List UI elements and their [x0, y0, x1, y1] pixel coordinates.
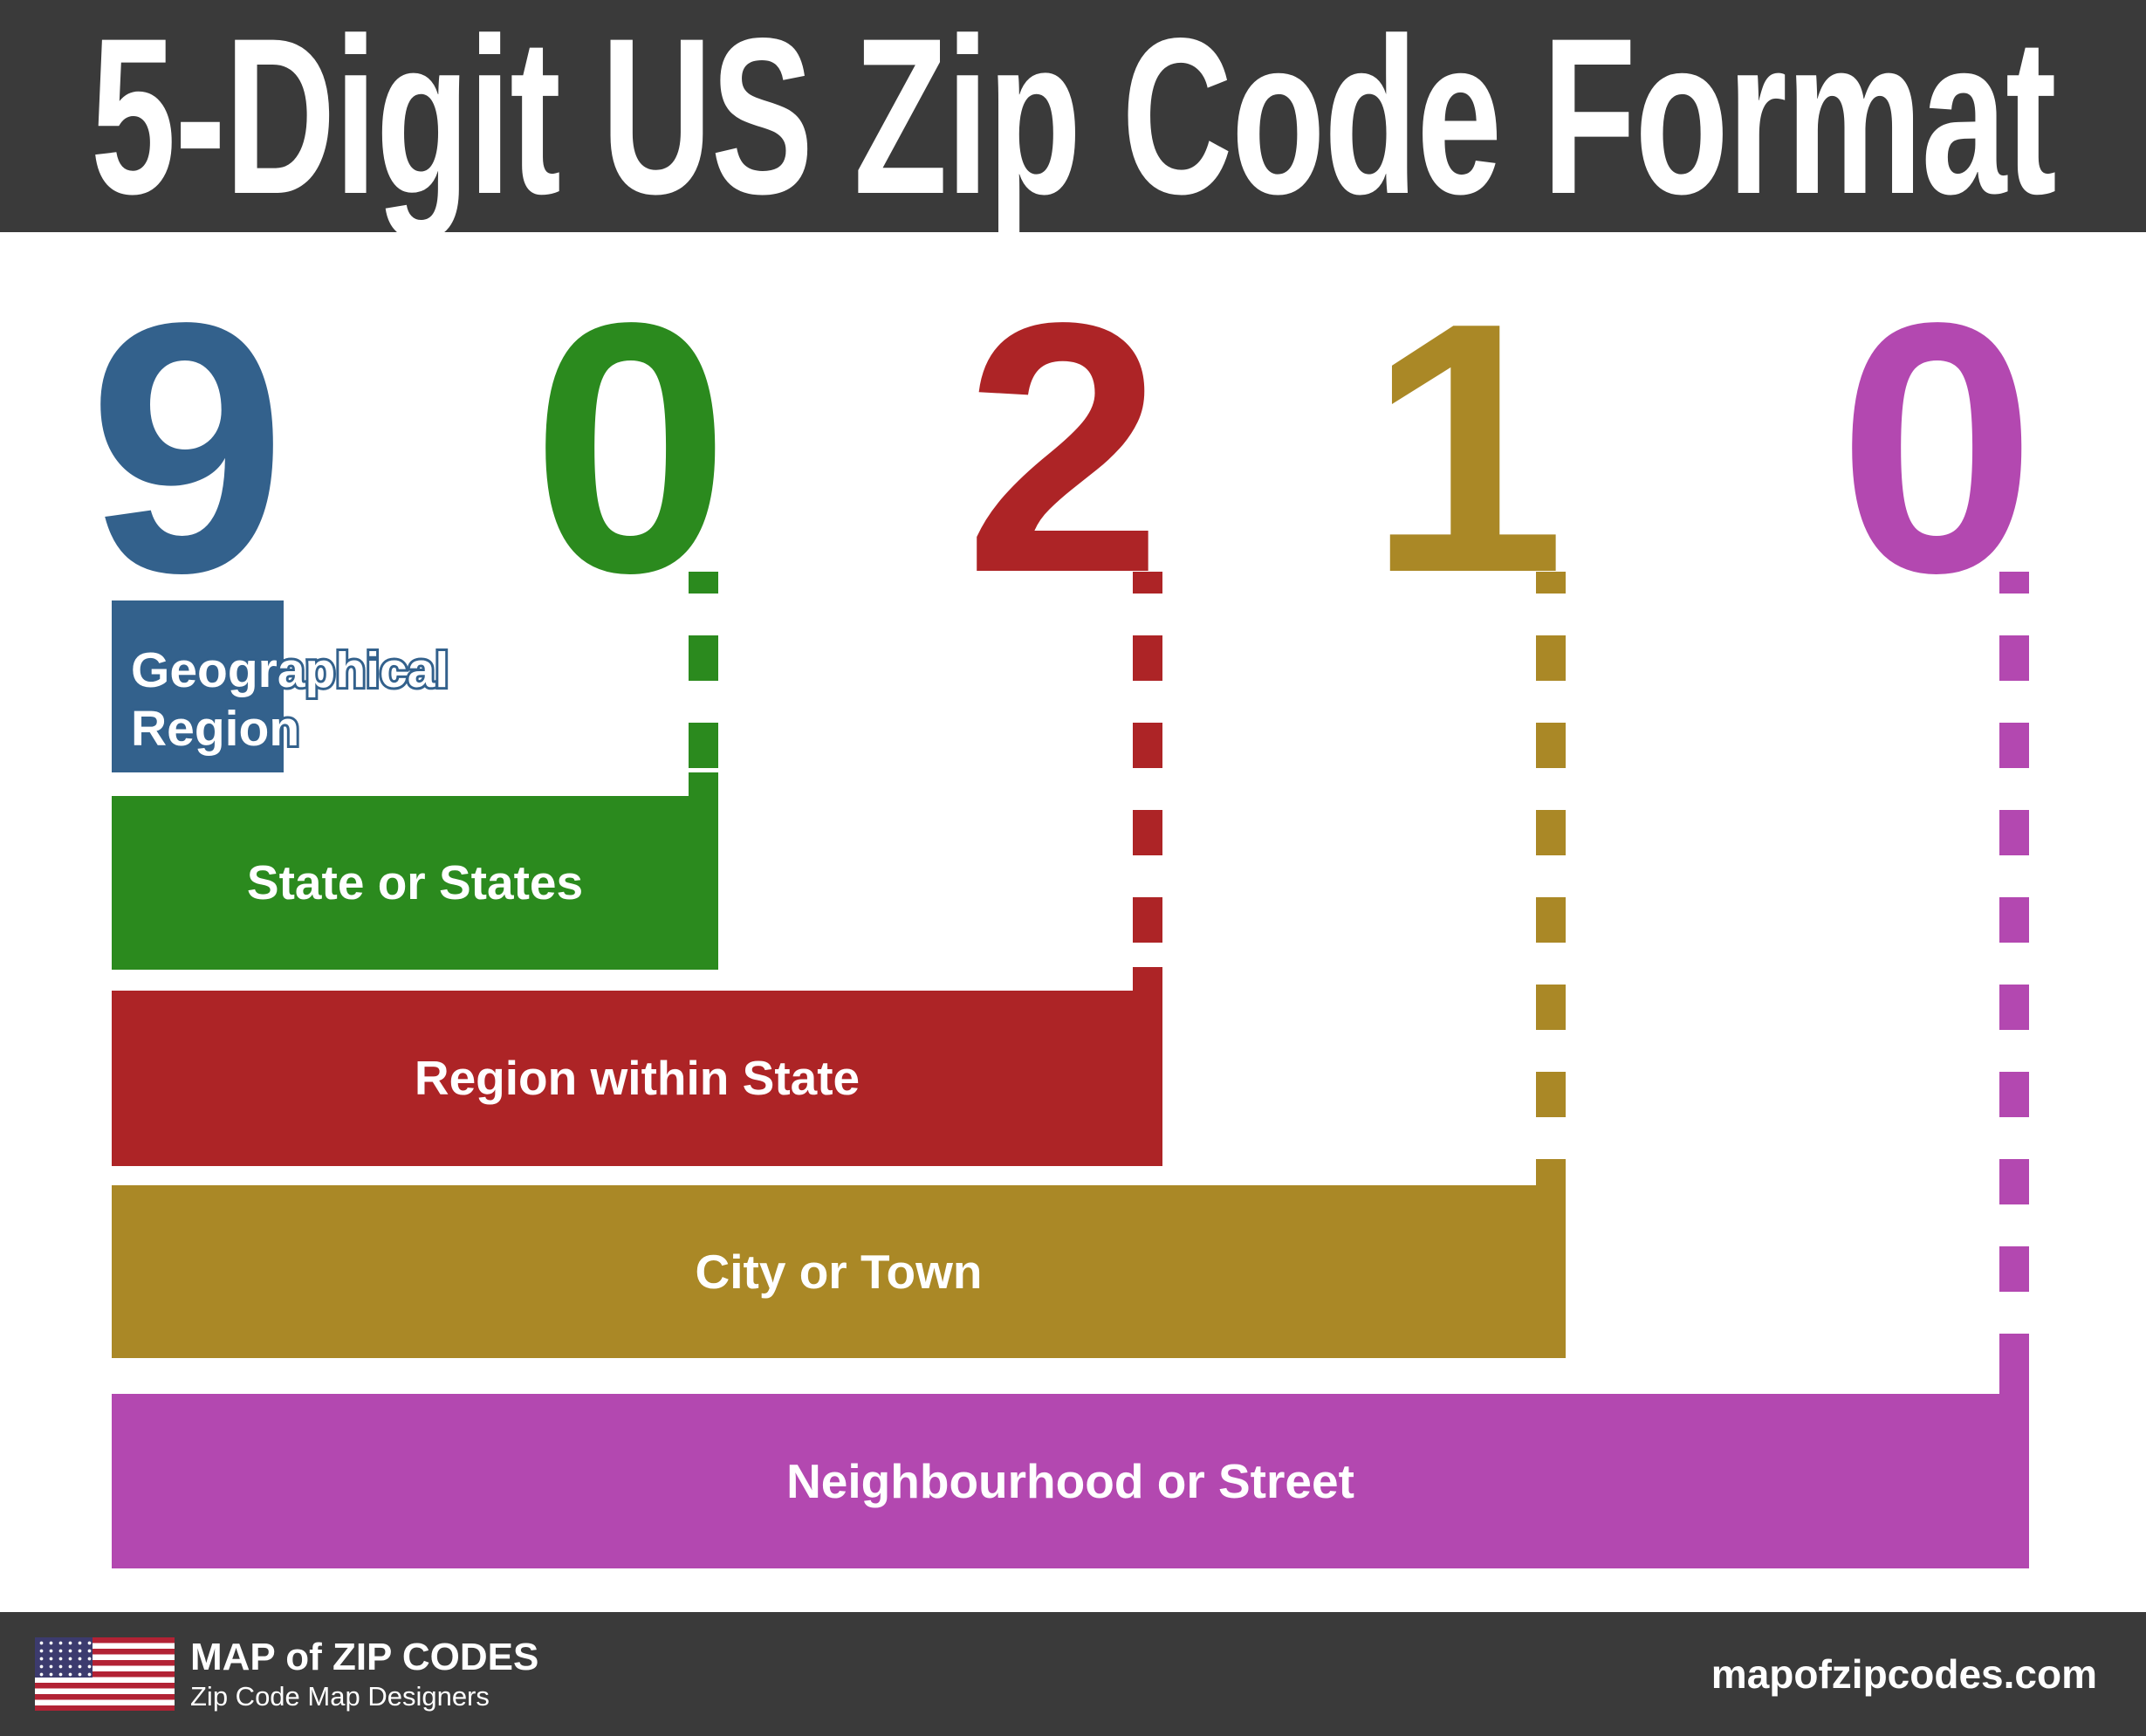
- state-bar: State or States: [112, 796, 718, 970]
- neighbourhood-bar-label: Neighbourhood or Street: [786, 1453, 1354, 1508]
- region-bar: Region within State: [112, 991, 1162, 1166]
- us-flag-icon: [35, 1637, 175, 1711]
- dashed-line-neighbourhood: [1999, 572, 2029, 1394]
- header-bar: 5-Digit US Zip Code Format: [0, 0, 2146, 232]
- footer-bar: MAP of ZIP CODES Zip Code Map Designers …: [0, 1612, 2146, 1736]
- website-url: mapofzipcodes.com: [1711, 1651, 2097, 1697]
- zip-digit-2: 0: [531, 250, 730, 647]
- region-bar-label: Region within State: [414, 1051, 860, 1105]
- page-title: 5-Digit US Zip Code Format: [90, 0, 2057, 241]
- brand-tagline: Zip Code Map Designers: [190, 1680, 490, 1712]
- brand-block: MAP of ZIP CODES Zip Code Map Designers: [190, 1636, 538, 1712]
- dashed-line-state: [689, 572, 718, 796]
- zip-digit-3: 2: [964, 250, 1162, 647]
- dashed-line-region: [1133, 572, 1162, 991]
- city-bar: City or Town: [112, 1185, 1566, 1358]
- zip-digit-5: 0: [1838, 250, 2036, 647]
- city-bar-label: City or Town: [695, 1244, 983, 1299]
- dashed-line-city: [1536, 572, 1566, 1185]
- geographical-region-box: [112, 600, 284, 772]
- state-bar-label: State or States: [246, 855, 584, 909]
- brand-name: MAP of ZIP CODES: [190, 1636, 539, 1679]
- zip-digit-1: 9: [88, 250, 286, 647]
- us-flag-canton: [35, 1637, 93, 1678]
- geographical-region-label: Geographical Region: [128, 640, 451, 759]
- neighbourhood-bar: Neighbourhood or Street: [112, 1394, 2029, 1568]
- zip-digit-4: 1: [1368, 250, 1566, 647]
